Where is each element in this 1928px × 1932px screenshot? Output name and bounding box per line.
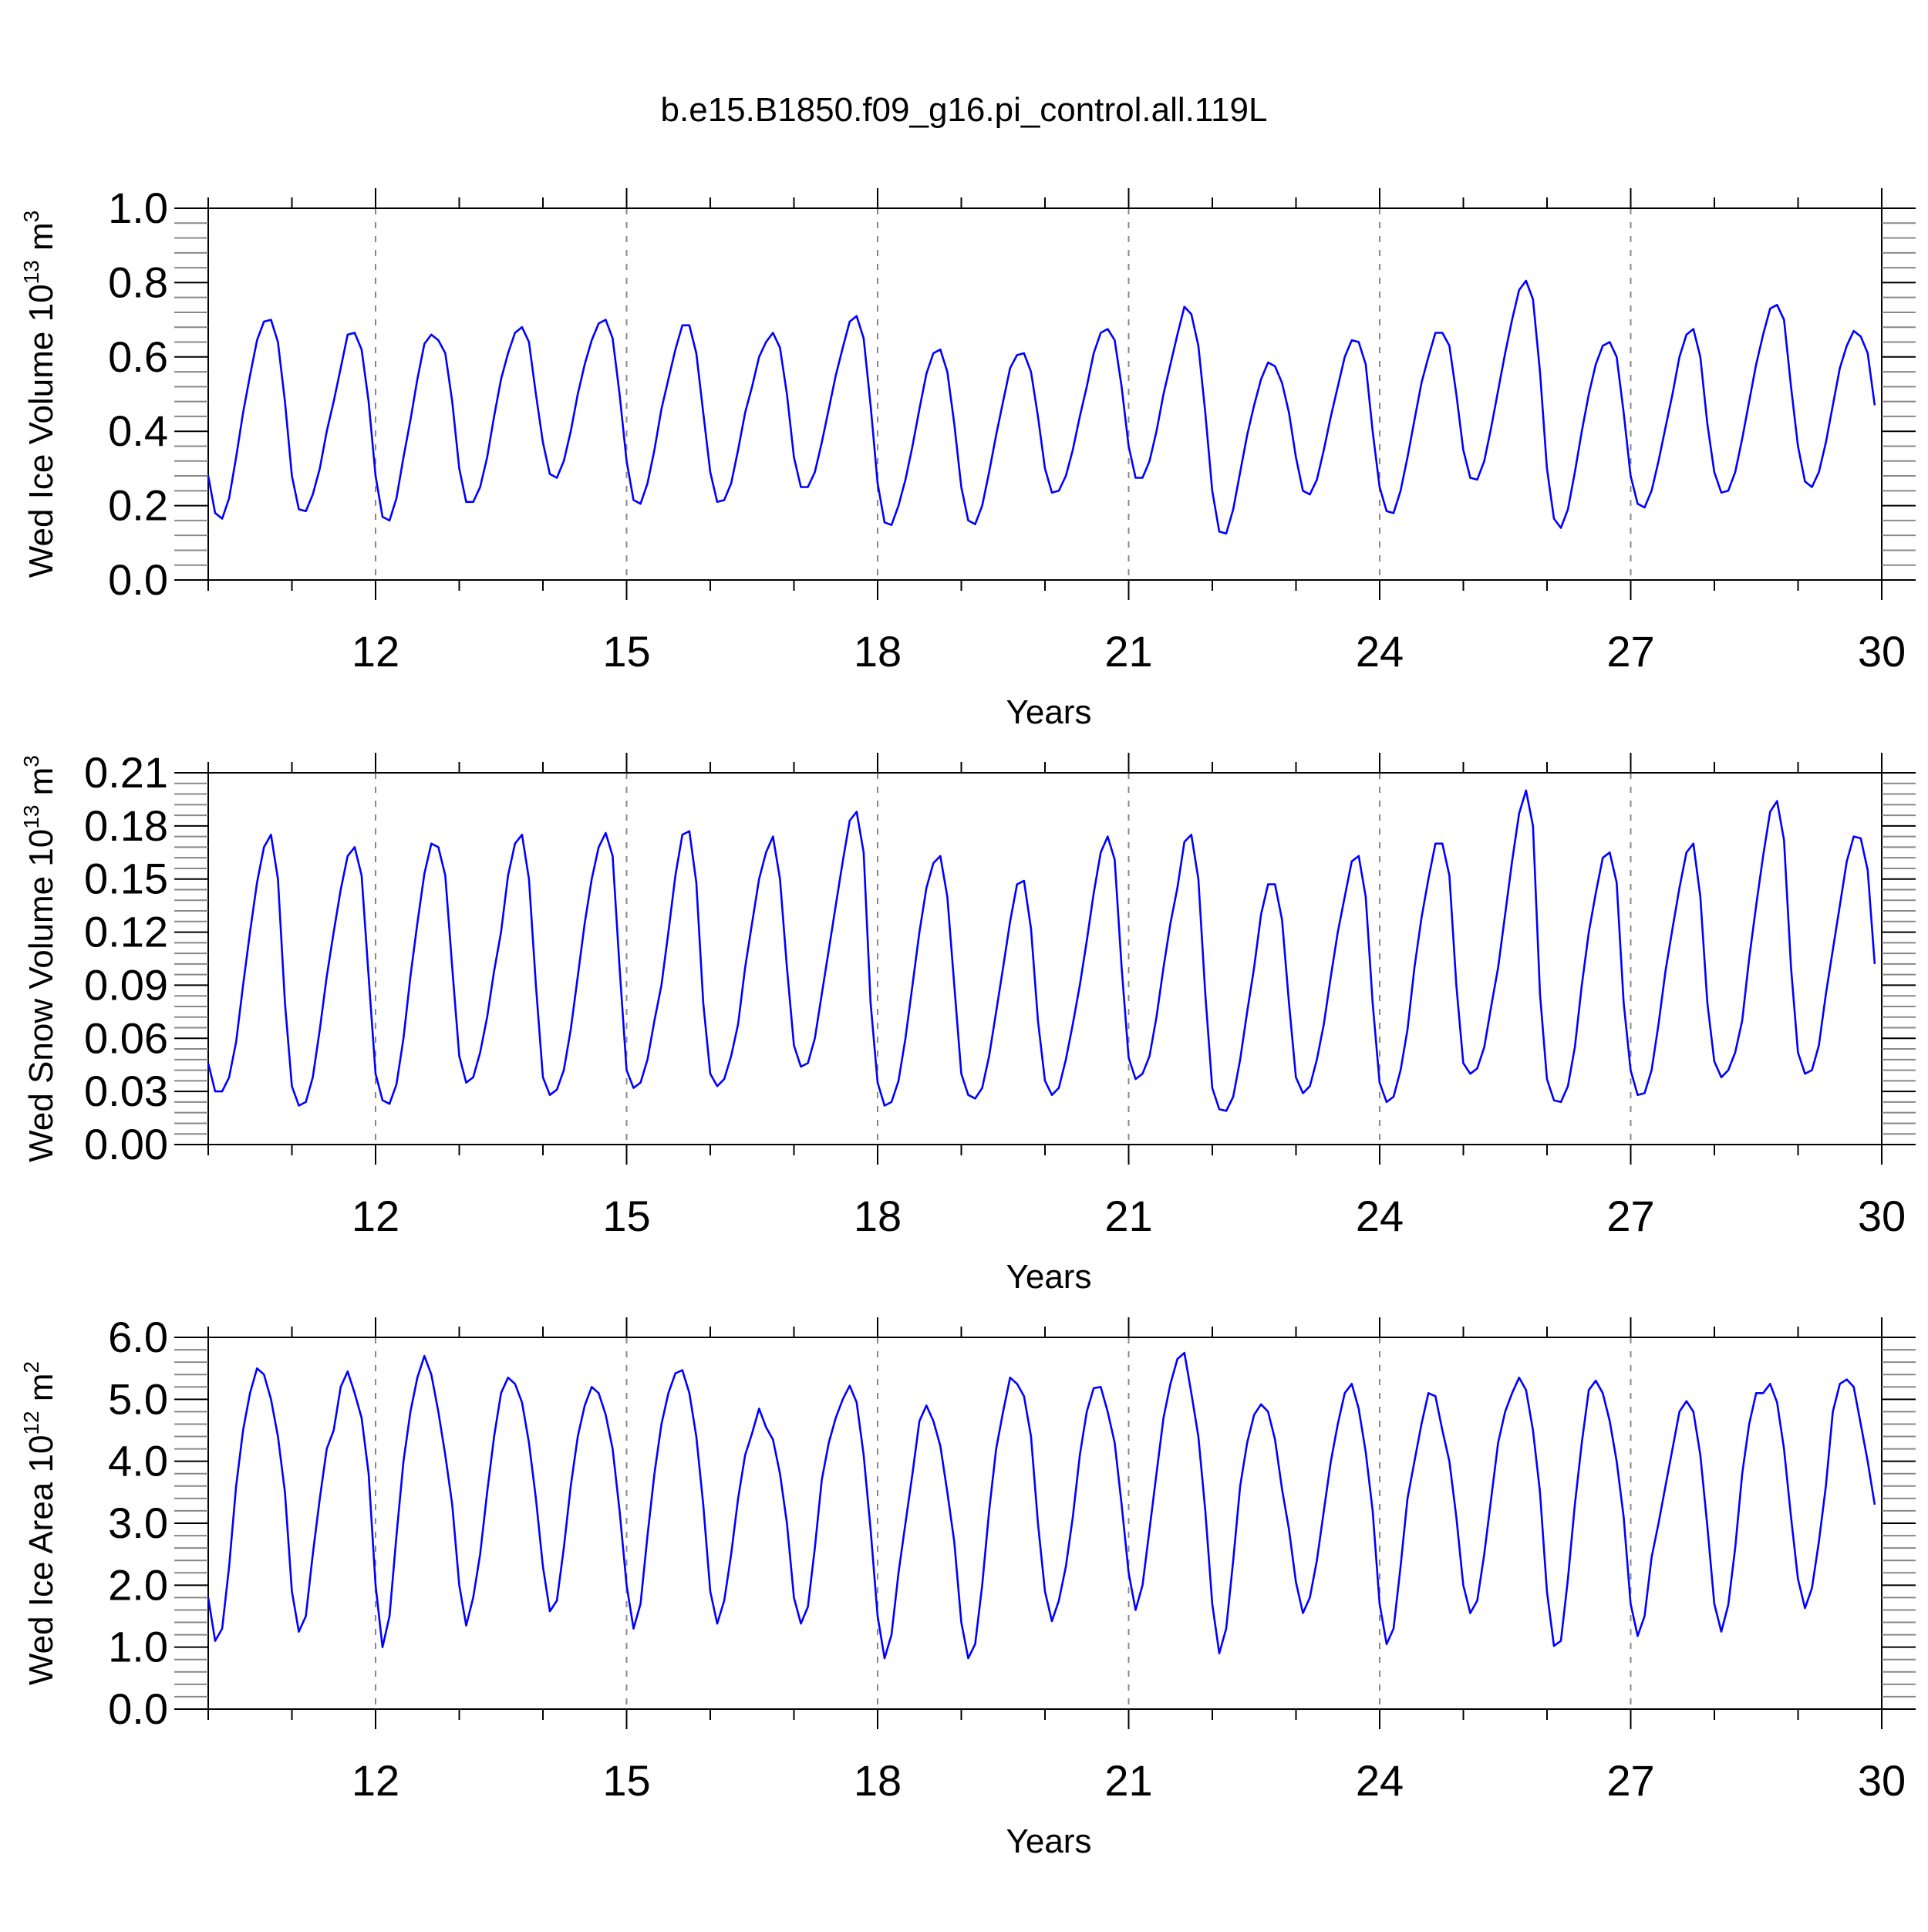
x-tick-label: 21 bbox=[1104, 1192, 1152, 1240]
x-tick-label: 24 bbox=[1356, 627, 1404, 676]
x-tick-label: 21 bbox=[1104, 1756, 1152, 1805]
x-tick-label: 24 bbox=[1356, 1192, 1404, 1240]
x-tick-label: 15 bbox=[602, 1756, 650, 1805]
figure-title: b.e15.B1850.f09_g16.pi_control.all.119L bbox=[660, 91, 1268, 129]
y-axis-label: Wed Snow Volume 1013 m3 bbox=[19, 755, 60, 1162]
panel-ice-area: 12 15 18 21 24 27 30 Years 0.0 1.0 2.0 3.0 4.0 5.0 6.0… bbox=[19, 1313, 1916, 1860]
y-tick-label: 2.0 bbox=[108, 1560, 168, 1609]
x-tick-label: 30 bbox=[1858, 1756, 1906, 1805]
series-line bbox=[207, 789, 1876, 1112]
y-tick-label: 1.0 bbox=[108, 184, 168, 232]
series-line bbox=[207, 279, 1876, 535]
x-tick-label: 27 bbox=[1606, 1756, 1654, 1805]
y-tick-label: 0.0 bbox=[108, 555, 168, 604]
series-line bbox=[207, 1351, 1876, 1660]
x-tick-label: 18 bbox=[854, 1192, 902, 1240]
y-tick-label: 0.18 bbox=[84, 801, 168, 850]
y-tick-label: 4.0 bbox=[108, 1437, 168, 1485]
y-tick-label: 0.6 bbox=[108, 332, 168, 381]
y-tick-label: 0.12 bbox=[84, 908, 168, 956]
y-tick-label: 0.06 bbox=[84, 1013, 168, 1062]
x-tick-label: 18 bbox=[854, 1756, 902, 1805]
y-tick-label: 0.0 bbox=[108, 1684, 168, 1733]
x-tick-label: 30 bbox=[1858, 1192, 1906, 1240]
y-tick-label: 0.00 bbox=[84, 1120, 168, 1168]
panel-snow-volume: 12 15 18 21 24 27 30 Years 0.00 0.03 0.060.090.12 0… bbox=[19, 748, 1916, 1296]
y-tick-label: 0.03 bbox=[84, 1067, 168, 1115]
y-tick-label: 6.0 bbox=[108, 1313, 168, 1361]
y-tick-label: 0.15 bbox=[84, 855, 168, 903]
x-tick-label: 12 bbox=[352, 1756, 399, 1805]
x-tick-label: 24 bbox=[1356, 1756, 1404, 1805]
y-tick-label: 0.4 bbox=[108, 406, 168, 455]
x-axis-label: Years bbox=[1006, 1822, 1092, 1860]
x-tick-label: 15 bbox=[602, 1192, 650, 1240]
x-tick-label: 15 bbox=[602, 627, 650, 676]
y-tick-label: 3.0 bbox=[108, 1499, 168, 1547]
x-axis-label: Years bbox=[1006, 1258, 1092, 1296]
x-tick-label: 12 bbox=[352, 1192, 399, 1240]
y-tick-label: 0.8 bbox=[108, 258, 168, 306]
y-tick-label: 0.21 bbox=[84, 748, 168, 797]
y-tick-label: 1.0 bbox=[108, 1623, 168, 1671]
x-tick-label: 21 bbox=[1104, 627, 1152, 676]
x-tick-label: 30 bbox=[1858, 627, 1906, 676]
y-axis-label: Wed Ice Volume 1013 m3 bbox=[19, 211, 60, 578]
x-tick-label: 27 bbox=[1606, 627, 1654, 676]
y-axis-label: Wed Ice Area 1012 m2 bbox=[19, 1361, 60, 1685]
y-tick-label: 5.0 bbox=[108, 1374, 168, 1423]
panel-ice-volume: 12 15 18 21 24 27 30 Years 0.0 0.2 0.4 0.6 0.8 1.0 Wed… bbox=[19, 184, 1916, 731]
x-tick-label: 18 bbox=[854, 627, 902, 676]
x-axis-label: Years bbox=[1006, 693, 1092, 731]
y-tick-label: 0.2 bbox=[108, 481, 168, 530]
x-tick-label: 27 bbox=[1606, 1192, 1654, 1240]
x-tick-label: 12 bbox=[352, 627, 399, 676]
y-tick-label: 0.09 bbox=[84, 960, 168, 1009]
